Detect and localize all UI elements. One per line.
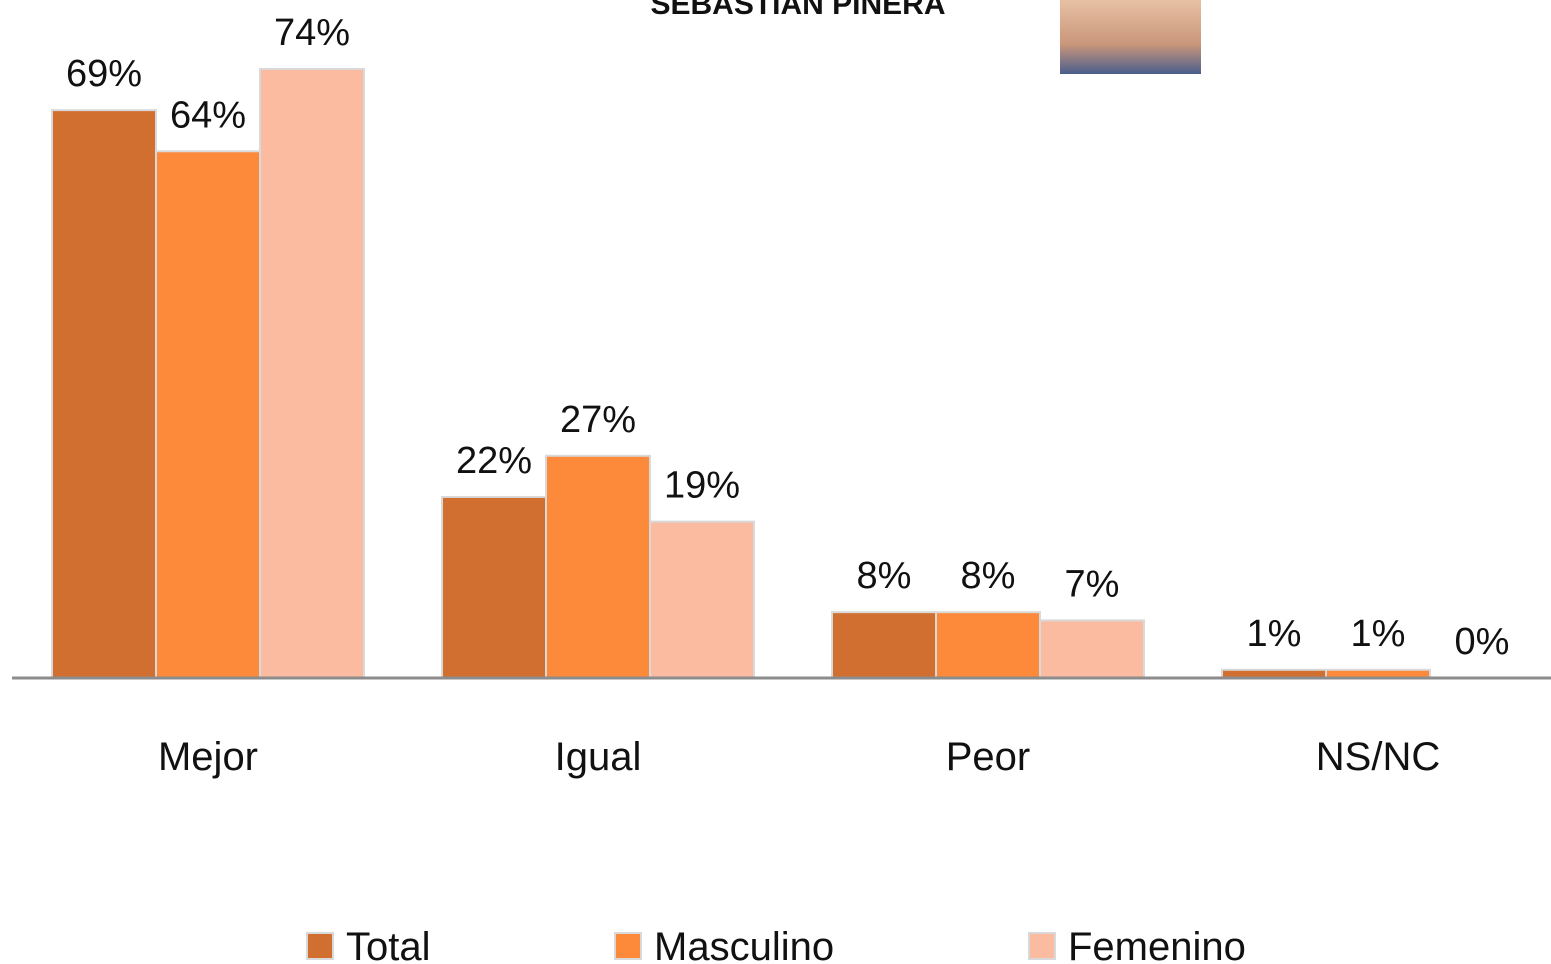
value-label: 1%: [1351, 613, 1406, 655]
value-label: 64%: [170, 94, 246, 136]
legend-label: Total: [346, 925, 431, 964]
legend-label: Masculino: [654, 925, 834, 964]
chart-title: SEBASTIAN PINERA: [650, 0, 945, 21]
portrait-photo: [1060, 0, 1201, 74]
bar: [1039, 619, 1145, 680]
value-label: 0%: [1455, 621, 1510, 663]
bar: [155, 150, 261, 679]
legend-swatch: [614, 932, 642, 960]
x-tick-label: Igual: [555, 735, 642, 779]
value-label: 22%: [456, 440, 532, 482]
bar: [935, 611, 1041, 679]
x-tick-label: NS/NC: [1316, 735, 1440, 779]
legend-swatch: [1028, 932, 1056, 960]
bar: [51, 109, 157, 679]
legend-swatch: [306, 932, 334, 960]
bar: [545, 454, 651, 680]
bar: [831, 611, 937, 679]
value-label: 27%: [560, 399, 636, 441]
value-label: 8%: [857, 555, 912, 597]
x-tick-label: Mejor: [158, 735, 258, 779]
legend-label: Femenino: [1068, 925, 1246, 964]
value-label: 8%: [961, 555, 1016, 597]
x-tick-label: Peor: [946, 735, 1031, 779]
value-label: 69%: [66, 53, 142, 95]
bar: [441, 495, 547, 679]
bar: [649, 520, 755, 679]
value-label: 7%: [1065, 563, 1120, 605]
value-label: 74%: [274, 12, 350, 54]
value-label: 1%: [1247, 613, 1302, 655]
value-label: 19%: [664, 465, 740, 507]
bar: [259, 67, 365, 680]
